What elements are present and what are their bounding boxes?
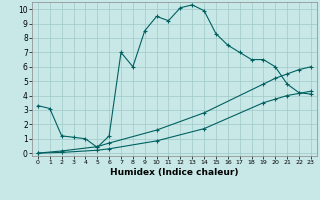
X-axis label: Humidex (Indice chaleur): Humidex (Indice chaleur) xyxy=(110,168,239,177)
